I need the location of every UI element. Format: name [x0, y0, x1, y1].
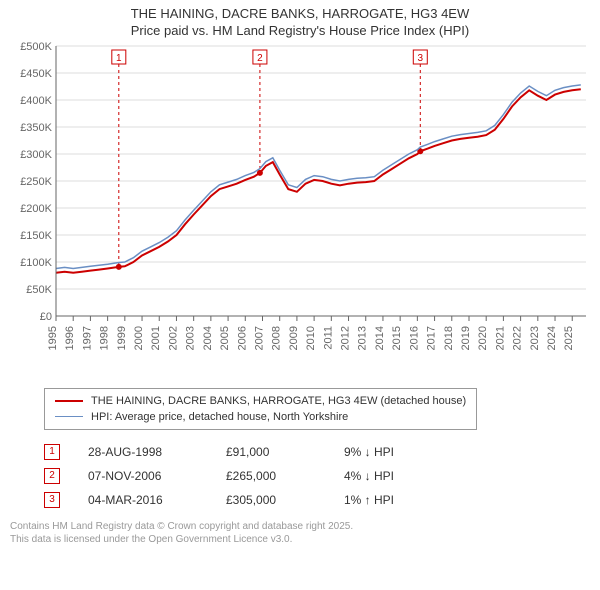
x-tick-label: 2010 [305, 326, 317, 350]
legend-item: THE HAINING, DACRE BANKS, HARROGATE, HG3… [55, 393, 466, 409]
event-date: 04-MAR-2016 [88, 493, 198, 507]
x-tick-label: 2020 [477, 326, 489, 350]
event-marker-badge: 3 [44, 492, 60, 508]
event-delta: 4% ↓ HPI [344, 469, 434, 483]
x-tick-label: 2014 [374, 326, 386, 350]
y-tick-label: £400K [20, 95, 52, 107]
x-tick-label: 2018 [443, 326, 455, 350]
y-tick-label: £500K [20, 42, 52, 53]
event-row: 3 04-MAR-2016 £305,000 1% ↑ HPI [44, 488, 600, 512]
x-tick-label: 2002 [167, 326, 179, 350]
legend: THE HAINING, DACRE BANKS, HARROGATE, HG3… [44, 388, 477, 430]
x-tick-label: 2022 [512, 326, 524, 350]
x-tick-label: 2012 [340, 326, 352, 350]
event-marker-badge: 2 [44, 468, 60, 484]
x-tick-label: 2003 [185, 326, 197, 350]
event-date: 28-AUG-1998 [88, 445, 198, 459]
legend-label: THE HAINING, DACRE BANKS, HARROGATE, HG3… [91, 395, 466, 407]
event-row: 1 28-AUG-1998 £91,000 9% ↓ HPI [44, 440, 600, 464]
x-tick-label: 2013 [357, 326, 369, 350]
events-table: 1 28-AUG-1998 £91,000 9% ↓ HPI 2 07-NOV-2006 £… [44, 440, 600, 512]
x-tick-label: 1999 [116, 326, 128, 350]
line-chart: £0 £50K £100K £150K £200K £250K £300K £350K £400… [10, 42, 590, 382]
x-tick-label: 1995 [47, 326, 59, 350]
footer-line-1: Contains HM Land Registry data © Crown c… [10, 520, 600, 533]
event-marker-number: 3 [418, 53, 424, 64]
y-tick-label: £300K [20, 149, 52, 161]
y-tick-label: £150K [20, 230, 52, 242]
x-tick-label: 2025 [563, 326, 575, 350]
event-delta: 1% ↑ HPI [344, 493, 434, 507]
event-price: £305,000 [226, 493, 316, 507]
event-row: 2 07-NOV-2006 £265,000 4% ↓ HPI [44, 464, 600, 488]
x-tick-label: 2008 [271, 326, 283, 350]
y-tick-label: £350K [20, 122, 52, 134]
x-tick-label: 2000 [133, 326, 145, 350]
x-tick-label: 2011 [322, 326, 334, 350]
x-tick-label: 2004 [202, 326, 214, 350]
x-tick-label: 2015 [391, 326, 403, 350]
y-tick-label: £250K [20, 176, 52, 188]
x-tick-label: 2001 [150, 326, 162, 350]
event-marker-number: 2 [257, 53, 263, 64]
event-marker-badge: 1 [44, 444, 60, 460]
x-tick-label: 2023 [529, 326, 541, 350]
legend-swatch [55, 416, 83, 417]
event-price: £91,000 [226, 445, 316, 459]
x-tick-label: 1996 [64, 326, 76, 350]
y-tick-label: £100K [20, 257, 52, 269]
x-tick-label: 2016 [408, 326, 420, 350]
legend-label: HPI: Average price, detached house, Nort… [91, 411, 348, 423]
x-tick-label: 2024 [546, 326, 558, 350]
x-tick-label: 2019 [460, 326, 472, 350]
x-tick-label: 1997 [81, 326, 93, 350]
y-tick-label: £0 [40, 311, 52, 323]
x-tick-label: 2021 [494, 326, 506, 350]
x-tick-label: 1998 [99, 326, 111, 350]
title-line-2: Price paid vs. HM Land Registry's House … [0, 23, 600, 40]
event-price: £265,000 [226, 469, 316, 483]
x-tick-label: 2009 [288, 326, 300, 350]
y-tick-label: £200K [20, 203, 52, 215]
title-line-1: THE HAINING, DACRE BANKS, HARROGATE, HG3… [0, 6, 600, 23]
x-tick-label: 2006 [236, 326, 248, 350]
chart-area: £0 £50K £100K £150K £200K £250K £300K £350K £400… [10, 42, 590, 382]
y-tick-label: £450K [20, 68, 52, 80]
y-tick-label: £50K [26, 284, 52, 296]
chart-title: THE HAINING, DACRE BANKS, HARROGATE, HG3… [0, 0, 600, 42]
x-tick-label: 2007 [253, 326, 265, 350]
x-tick-label: 2005 [219, 326, 231, 350]
x-tick-label: 2017 [426, 326, 438, 350]
legend-swatch [55, 400, 83, 402]
footer-line-2: This data is licensed under the Open Gov… [10, 533, 600, 546]
legend-item: HPI: Average price, detached house, Nort… [55, 409, 466, 425]
event-marker-number: 1 [116, 53, 122, 64]
event-delta: 9% ↓ HPI [344, 445, 434, 459]
footer-attribution: Contains HM Land Registry data © Crown c… [10, 520, 600, 546]
event-date: 07-NOV-2006 [88, 469, 198, 483]
